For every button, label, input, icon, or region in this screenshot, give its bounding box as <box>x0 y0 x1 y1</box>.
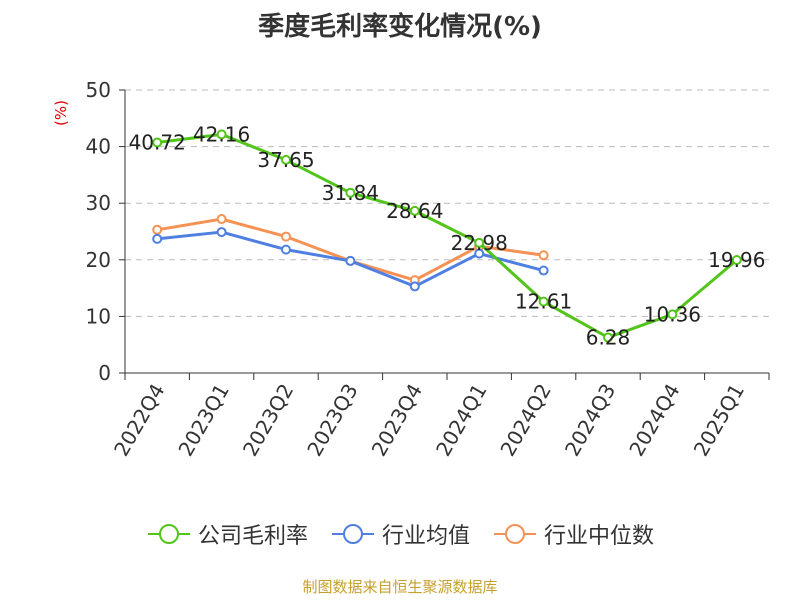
source-note: 制图数据来自恒生聚源数据库 <box>302 578 498 596</box>
data-point <box>281 154 291 165</box>
data-point <box>281 231 291 242</box>
chart-title: 季度毛利率变化情况(%) <box>258 12 542 42</box>
y-tick-label: 10 <box>86 304 111 328</box>
data-point <box>281 244 291 255</box>
y-tick-label: 20 <box>86 248 111 272</box>
legend-marker <box>147 524 190 544</box>
data-point <box>216 214 227 225</box>
data-label: 19.96 <box>708 248 765 272</box>
data-point <box>538 265 549 276</box>
data-point <box>152 224 163 235</box>
data-label: 37.65 <box>257 148 314 172</box>
data-point <box>152 137 163 148</box>
x-tick-label: 2023Q3 <box>302 380 362 461</box>
x-tick-label: 2025Q1 <box>689 380 749 461</box>
data-label: 12.61 <box>515 290 572 314</box>
data-point <box>152 233 163 244</box>
data-point <box>409 205 420 216</box>
data-point <box>538 250 549 261</box>
data-label: 28.64 <box>386 199 443 223</box>
legend-item[interactable]: 公司毛利率 <box>146 518 308 550</box>
data-point <box>474 237 485 248</box>
x-tick-label: 2024Q1 <box>431 380 491 461</box>
data-label: 22.98 <box>451 231 508 255</box>
legend-marker <box>331 524 374 544</box>
y-tick-label: 30 <box>86 191 111 215</box>
data-label: 42.16 <box>193 122 250 146</box>
data-point <box>216 129 227 140</box>
x-tick-label: 2024Q2 <box>495 380 555 461</box>
data-label: 10.36 <box>644 302 701 326</box>
legend-label: 行业中位数 <box>544 524 655 549</box>
legend-marker <box>494 524 536 544</box>
data-point <box>538 296 549 307</box>
x-tick-label: 2024Q3 <box>560 380 620 461</box>
y-tick-label: 0 <box>98 361 111 385</box>
data-label: 31.84 <box>322 181 379 205</box>
series-line <box>157 132 738 339</box>
chart-legend: 公司毛利率 行业均值 行业中位数 <box>0 518 800 550</box>
legend-label: 公司毛利率 <box>197 524 308 549</box>
data-point <box>603 332 613 343</box>
legend-label: 行业均值 <box>381 524 470 549</box>
x-tick-label: 2023Q1 <box>173 380 233 461</box>
y-tick-label: 40 <box>86 135 111 159</box>
legend-item[interactable]: 行业均值 <box>330 518 470 550</box>
x-tick-label: 2024Q4 <box>624 380 684 461</box>
data-point <box>345 255 356 266</box>
x-tick-label: 2023Q2 <box>238 380 298 461</box>
data-label: 6.28 <box>586 325 631 349</box>
x-tick-label: 2022Q4 <box>109 380 169 461</box>
data-point <box>345 187 356 198</box>
data-label: 40.72 <box>129 131 186 155</box>
data-point <box>216 227 227 238</box>
data-point <box>409 281 420 292</box>
data-point <box>667 309 678 320</box>
y-tick-label: 50 <box>86 78 111 102</box>
x-tick-label: 2023Q4 <box>367 380 427 461</box>
data-point <box>474 248 485 259</box>
data-point <box>731 255 742 266</box>
legend-item[interactable]: 行业中位数 <box>492 518 654 550</box>
